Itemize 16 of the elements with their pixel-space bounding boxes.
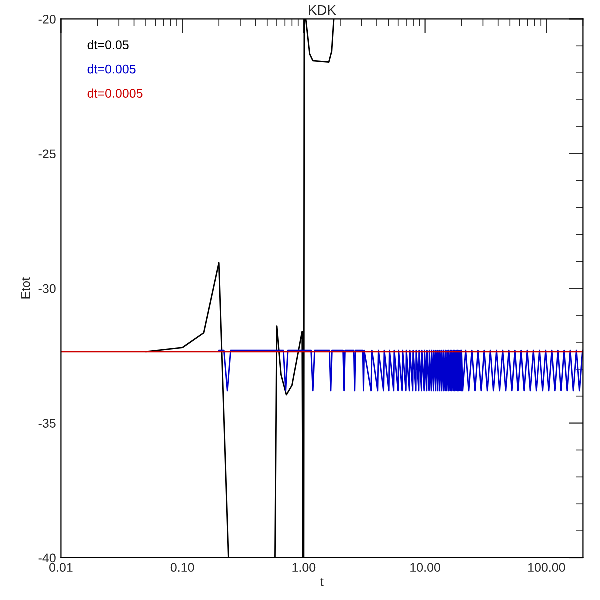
y-tick-label: -35 <box>38 419 56 428</box>
x-tick-label: 100.00 <box>528 563 566 572</box>
y-tick-label: -20 <box>38 15 56 24</box>
chart-title: KDK <box>309 5 336 16</box>
y-tick-label: -40 <box>38 554 56 563</box>
y-tick-label: -25 <box>38 150 56 159</box>
x-tick-label: 1.00 <box>292 563 316 572</box>
text: dt=0.005 <box>88 64 136 74</box>
x-tick-label: 0.01 <box>50 563 73 572</box>
text: dt=0.0005 <box>88 88 143 98</box>
x-tick-label: 10.00 <box>410 563 440 572</box>
x-tick-label: 0.10 <box>170 563 194 572</box>
text: dt=0.05 <box>88 40 129 50</box>
y-axis-title: Etot <box>22 278 30 299</box>
x-axis-title: t <box>320 578 324 586</box>
y-tick-label: -30 <box>38 284 56 294</box>
